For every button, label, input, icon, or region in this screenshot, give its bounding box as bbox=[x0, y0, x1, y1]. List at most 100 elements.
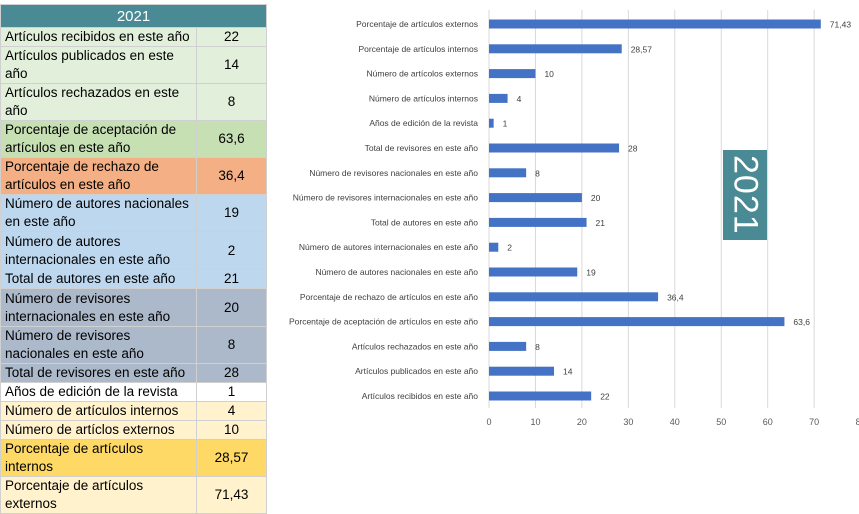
table-row: Número de autores internacionales en est… bbox=[0, 231, 267, 270]
bar bbox=[489, 292, 659, 302]
bar bbox=[489, 193, 582, 203]
category-label: Número de autores internacionales en est… bbox=[299, 242, 478, 252]
bar bbox=[489, 341, 527, 351]
bar bbox=[489, 168, 527, 178]
bar bbox=[489, 217, 587, 227]
bar bbox=[489, 44, 622, 54]
row-value: 2 bbox=[196, 231, 267, 270]
x-tick-label: 10 bbox=[530, 417, 540, 427]
data-label: 28,57 bbox=[631, 44, 653, 54]
data-label: 22 bbox=[600, 392, 610, 402]
x-tick-label: 40 bbox=[670, 417, 680, 427]
bar bbox=[489, 317, 785, 327]
row-value: 4 bbox=[196, 401, 267, 421]
category-label: Número de artícolos externos bbox=[367, 69, 479, 79]
row-label: Número de autores internacionales en est… bbox=[0, 231, 197, 270]
row-value: 1 bbox=[196, 382, 267, 402]
category-label: Artículos recibidos en este año bbox=[362, 391, 479, 401]
data-label: 36,4 bbox=[667, 292, 684, 302]
data-label: 14 bbox=[563, 367, 573, 377]
table-row: Porcentaje de aceptación de artículos en… bbox=[0, 120, 267, 158]
row-label: Número de revisores internacionales en e… bbox=[0, 288, 197, 327]
data-label: 71,43 bbox=[830, 20, 852, 30]
category-label: Porcentaje de artículos internos bbox=[358, 44, 478, 54]
row-value: 63,6 bbox=[196, 120, 267, 158]
x-tick-label: 70 bbox=[809, 417, 819, 427]
row-value: 28,57 bbox=[196, 439, 267, 477]
bar bbox=[489, 19, 821, 29]
bar bbox=[489, 366, 555, 376]
table-row: Años de edición de la revista 1 bbox=[0, 382, 267, 402]
row-label: Total de autores en este año bbox=[0, 269, 197, 289]
row-label: Porcentaje de artículos internos bbox=[0, 439, 197, 477]
table-row: Artículos publicados en este año 14 bbox=[0, 46, 267, 84]
row-label: Porcentaje de artículos externos bbox=[0, 476, 197, 514]
row-label: Número de revisores nacionales en este a… bbox=[0, 326, 197, 364]
data-label: 20 bbox=[591, 193, 601, 203]
row-label: Años de edición de la revista bbox=[0, 382, 197, 402]
table-row: Número de revisores nacionales en este a… bbox=[0, 326, 267, 364]
category-label: Número de revisores internacionales en e… bbox=[293, 193, 478, 203]
row-value: 22 bbox=[196, 27, 267, 47]
data-label: 8 bbox=[535, 168, 540, 178]
data-label: 4 bbox=[517, 94, 522, 104]
chart-title-badge: 2021 bbox=[723, 150, 767, 240]
row-value: 8 bbox=[196, 326, 267, 364]
category-label: Porcentaje de rechazo de artículos en es… bbox=[300, 292, 478, 302]
table-header: 2021 bbox=[0, 4, 267, 28]
data-table: 2021 Artículos recibidos en este año 22 Ar… bbox=[0, 4, 267, 514]
category-label: Número de revisores nacionales en este a… bbox=[309, 168, 478, 178]
table-row: Porcentaje de artículos internos 28,57 bbox=[0, 439, 267, 477]
row-value: 28 bbox=[196, 363, 267, 383]
row-label: Número de autores nacionales en este año bbox=[0, 194, 197, 232]
category-label: Años de edición de la revista bbox=[369, 118, 478, 128]
table-row: Número de revisores internacionales en e… bbox=[0, 288, 267, 327]
category-label: Porcentaje de aceptación de artículos en… bbox=[289, 317, 478, 327]
table-row: Total de autores en este año 21 bbox=[0, 269, 267, 289]
x-tick-label: 50 bbox=[716, 417, 726, 427]
data-label: 1 bbox=[503, 119, 508, 129]
row-label: Artículos publicados en este año bbox=[0, 46, 197, 84]
row-label: Porcentaje de aceptación de artículos en… bbox=[0, 120, 197, 158]
bar bbox=[489, 391, 592, 401]
x-tick-label: 30 bbox=[623, 417, 633, 427]
table-row: Porcentaje de rechazo de artículos en es… bbox=[0, 157, 267, 195]
row-value: 8 bbox=[196, 83, 267, 121]
bar bbox=[489, 118, 494, 128]
data-label: 8 bbox=[535, 342, 540, 352]
table-row: Número de autores nacionales en este año… bbox=[0, 194, 267, 232]
category-label: Total de autores en este año bbox=[371, 217, 479, 227]
table-row: Número de artículos internos 4 bbox=[0, 401, 267, 421]
data-label: 28 bbox=[628, 144, 638, 154]
row-value: 71,43 bbox=[196, 476, 267, 514]
data-label: 2 bbox=[507, 243, 512, 253]
data-label: 19 bbox=[586, 268, 596, 278]
table-row: Artículos rechazados en este año 8 bbox=[0, 83, 267, 121]
row-value: 14 bbox=[196, 46, 267, 84]
bar-chart: 0 10 20 30 40 50 60 70 80 Porcentaje de artículos… bbox=[289, 10, 859, 427]
row-label: Número de artíclos externos bbox=[0, 420, 197, 440]
row-value: 21 bbox=[196, 269, 267, 289]
bar bbox=[489, 242, 499, 252]
row-value: 10 bbox=[196, 420, 267, 440]
table-row: Número de artíclos externos 10 bbox=[0, 420, 267, 440]
row-label: Artículos recibidos en este año bbox=[0, 27, 197, 47]
row-label: Número de artículos internos bbox=[0, 401, 197, 421]
category-label: Número de autores nacionales en este año bbox=[315, 267, 478, 277]
bar bbox=[489, 143, 620, 153]
bar bbox=[489, 69, 536, 79]
table-row: Artículos recibidos en este año 22 bbox=[0, 27, 267, 47]
category-label: Artículos publicados en este año bbox=[355, 366, 478, 376]
category-label: Total de revisores en este año bbox=[365, 143, 479, 153]
data-label: 10 bbox=[544, 69, 554, 79]
row-value: 20 bbox=[196, 288, 267, 327]
x-tick-label: 80 bbox=[856, 417, 859, 427]
bar bbox=[489, 267, 578, 277]
row-value: 36,4 bbox=[196, 157, 267, 195]
table-row: Total de revisores en este año 28 bbox=[0, 363, 267, 383]
x-tick-label: 0 bbox=[486, 417, 491, 427]
category-label: Número de artículos internos bbox=[369, 93, 478, 103]
data-label: 63,6 bbox=[793, 317, 810, 327]
x-tick-label: 60 bbox=[763, 417, 773, 427]
data-label: 21 bbox=[596, 218, 606, 228]
